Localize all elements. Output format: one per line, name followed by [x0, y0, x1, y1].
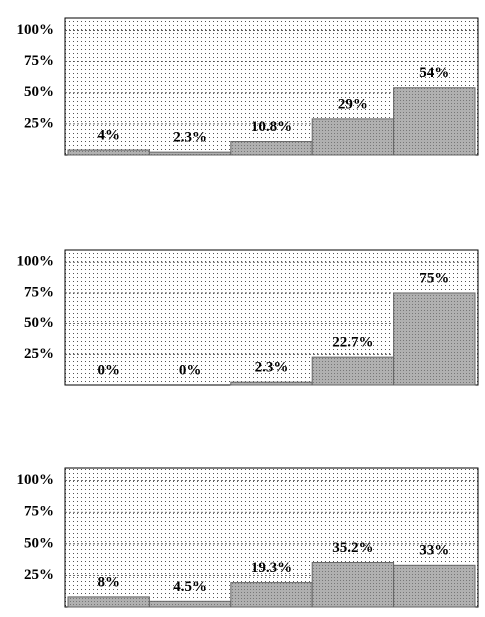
y-tick-label: 75% [24, 284, 54, 300]
value-label: 2.3% [255, 360, 289, 376]
bar [230, 582, 313, 608]
value-label: 29% [338, 96, 368, 112]
y-tick-label: 100% [17, 254, 55, 270]
y-tick-label: 25% [24, 115, 54, 131]
y-tick-label: 100% [17, 472, 55, 488]
y-tick-label: 50% [24, 315, 54, 331]
bar [230, 381, 313, 386]
value-label: 54% [419, 65, 449, 81]
y-tick-label: 75% [24, 53, 54, 69]
value-label: 0% [97, 362, 120, 378]
value-label: 10.8% [251, 119, 292, 135]
bar [393, 87, 476, 156]
bar [148, 600, 232, 608]
bar [148, 151, 232, 156]
bar [311, 562, 395, 608]
value-label: 4.5% [173, 579, 207, 595]
value-label: 4% [97, 127, 120, 143]
value-label: 33% [419, 543, 449, 559]
value-label: 22.7% [332, 335, 373, 351]
bar [393, 292, 476, 386]
bar [311, 118, 395, 156]
bar [67, 596, 150, 608]
value-label: 75% [419, 270, 449, 286]
y-tick-label: 75% [24, 504, 54, 520]
y-tick-label: 100% [17, 22, 55, 38]
value-label: 19.3% [251, 560, 292, 576]
value-label: 8% [97, 574, 120, 590]
value-label: 35.2% [332, 540, 373, 556]
y-tick-label: 25% [24, 346, 54, 362]
bar [311, 356, 395, 386]
bar [230, 141, 313, 156]
y-tick-label: 25% [24, 567, 54, 583]
bar [393, 564, 476, 608]
value-label: 2.3% [173, 130, 207, 146]
bar [67, 149, 150, 156]
y-tick-label: 50% [24, 535, 54, 551]
value-label: 0% [179, 362, 202, 378]
y-tick-label: 50% [24, 84, 54, 100]
